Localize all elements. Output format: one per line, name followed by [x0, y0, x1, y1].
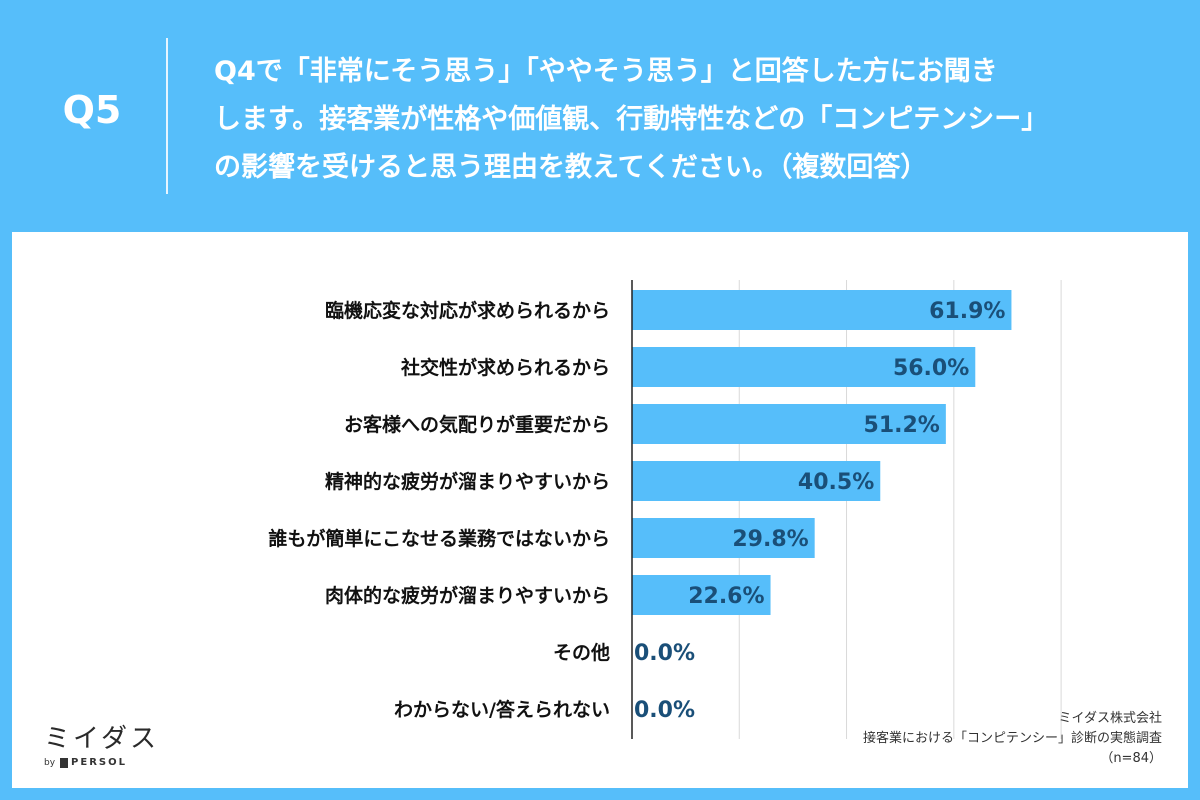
value-label: 51.2%: [864, 413, 940, 438]
bar: [632, 518, 815, 558]
bar: [632, 575, 771, 615]
source-survey: 接客業における「コンピテンシー」診断の実態調査: [862, 731, 1162, 746]
question-line: の影響を受けると思う理由を教えてください。（複数回答）: [214, 152, 928, 183]
question-number: Q5: [62, 88, 122, 132]
bar: [632, 290, 1012, 330]
question-line: します。接客業が性格や価値観、行動特性などの「コンピテンシー」: [214, 104, 1049, 135]
question-divider: [166, 38, 168, 194]
source-sample-size: （n=84）: [1100, 751, 1162, 766]
category-label: 肉体的な疲労が溜まりやすいから: [325, 584, 610, 607]
category-label: 社交性が求められるから: [400, 356, 610, 379]
value-label: 0.0%: [634, 698, 695, 723]
value-label: 40.5%: [798, 470, 874, 495]
logo-brand: PERSOL: [71, 757, 127, 768]
bar: [632, 404, 946, 444]
value-label: 29.8%: [732, 527, 808, 552]
value-label: 22.6%: [688, 584, 764, 609]
category-label: お客様への気配りが重要だから: [344, 413, 610, 436]
persol-mark-icon: [60, 757, 69, 768]
source-company: ミイダス株式会社: [1058, 711, 1162, 726]
bar: [632, 347, 976, 387]
value-label: 61.9%: [929, 299, 1005, 324]
logo-sub: by PERSOL: [44, 757, 159, 768]
category-label: 臨機応変な対応が求められるから: [325, 299, 610, 322]
bar: [632, 461, 881, 501]
logo-by: by: [44, 757, 56, 768]
header: Q5 Q4で「非常にそう思う」「ややそう思う」と回答した方にお聞き します。接客…: [0, 0, 1200, 230]
value-label: 0.0%: [634, 641, 695, 666]
category-label: 誰もが簡単にこなせる業務ではないから: [268, 527, 610, 550]
chart-panel: 臨機応変な対応が求められるから 61.9% 社交性が求められるから 56.0% お客様へ…: [12, 232, 1188, 788]
source-note: ミイダス株式会社 接客業における「コンピテンシー」診断の実態調査 （n=84）: [863, 709, 1162, 769]
logo: ミイダス by PERSOL: [44, 718, 159, 768]
category-label: その他: [553, 641, 610, 664]
category-label: わからない/答えられない: [394, 698, 610, 721]
question-text: Q4で「非常にそう思う」「ややそう思う」と回答した方にお聞き します。接客業が性…: [214, 48, 1174, 192]
bar-chart: 臨機応変な対応が求められるから 61.9% 社交性が求められるから 56.0% お客様へ…: [268, 280, 1062, 739]
category-label: 精神的な疲労が溜まりやすいから: [325, 470, 610, 493]
question-line: Q4で「非常にそう思う」「ややそう思う」と回答した方にお聞き: [214, 56, 998, 87]
value-label: 56.0%: [893, 356, 969, 381]
logo-wordmark: ミイダス: [44, 724, 159, 754]
